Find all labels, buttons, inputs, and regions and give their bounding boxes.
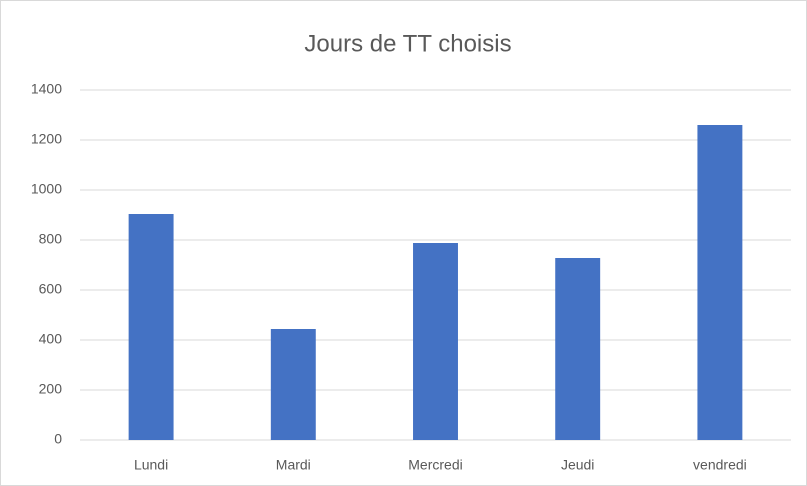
y-tick-label: 600 — [39, 281, 63, 297]
bar — [555, 258, 601, 440]
x-tick-label: Lundi — [134, 457, 168, 473]
x-tick-label: Mardi — [276, 457, 311, 473]
bar — [413, 243, 458, 440]
y-tick-label: 400 — [39, 331, 63, 347]
bar — [128, 214, 174, 440]
y-tick-label: 200 — [39, 381, 63, 397]
bar — [270, 329, 316, 440]
chart-title: Jours de TT choisis — [304, 30, 511, 57]
x-tick-label: Jeudi — [561, 457, 594, 473]
y-tick-label: 1200 — [31, 131, 62, 147]
y-tick-label: 0 — [54, 431, 62, 447]
y-tick-label: 1000 — [31, 181, 62, 197]
y-tick-label: 1400 — [31, 81, 62, 97]
x-tick-label: Mercredi — [408, 457, 462, 473]
bar — [697, 125, 743, 440]
x-tick-label: vendredi — [693, 457, 747, 473]
y-tick-label: 800 — [39, 231, 63, 247]
